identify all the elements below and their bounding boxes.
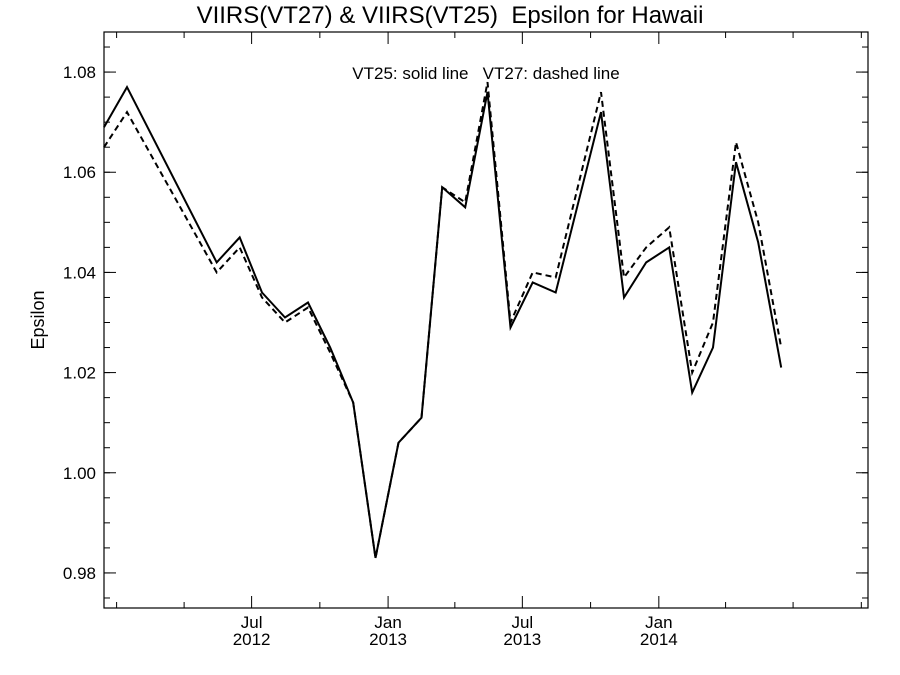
series-layer: [103, 81, 783, 559]
y-axis-label: Epsilon: [28, 290, 48, 349]
series-line-vt27: [103, 81, 783, 559]
x-tick-year-label: 2014: [640, 630, 678, 649]
ticks-layer: 0.981.001.021.041.061.08Jul2012Jan2013Ju…: [63, 32, 868, 649]
legend-annotation: VT25: solid line VT27: dashed line: [352, 64, 619, 83]
x-tick-year-label: 2012: [233, 630, 271, 649]
series-line-vt25: [103, 85, 783, 559]
x-tick-year-label: 2013: [369, 630, 407, 649]
chart-title: VIIRS(VT27) & VIIRS(VT25) Epsilon for Ha…: [196, 2, 704, 29]
x-tick-month-label: Jul: [241, 613, 263, 632]
y-tick-label: 1.04: [63, 263, 96, 282]
plot-frame: [103, 31, 869, 609]
x-tick-month-label: Jan: [645, 613, 672, 632]
y-tick-label: 0.98: [63, 564, 96, 583]
y-tick-label: 1.08: [63, 63, 96, 82]
y-tick-label: 1.02: [63, 364, 96, 383]
y-tick-label: 1.06: [63, 163, 96, 182]
y-tick-label: 1.00: [63, 464, 96, 483]
x-tick-month-label: Jan: [374, 613, 401, 632]
x-tick-year-label: 2013: [503, 630, 541, 649]
x-tick-month-label: Jul: [511, 613, 533, 632]
